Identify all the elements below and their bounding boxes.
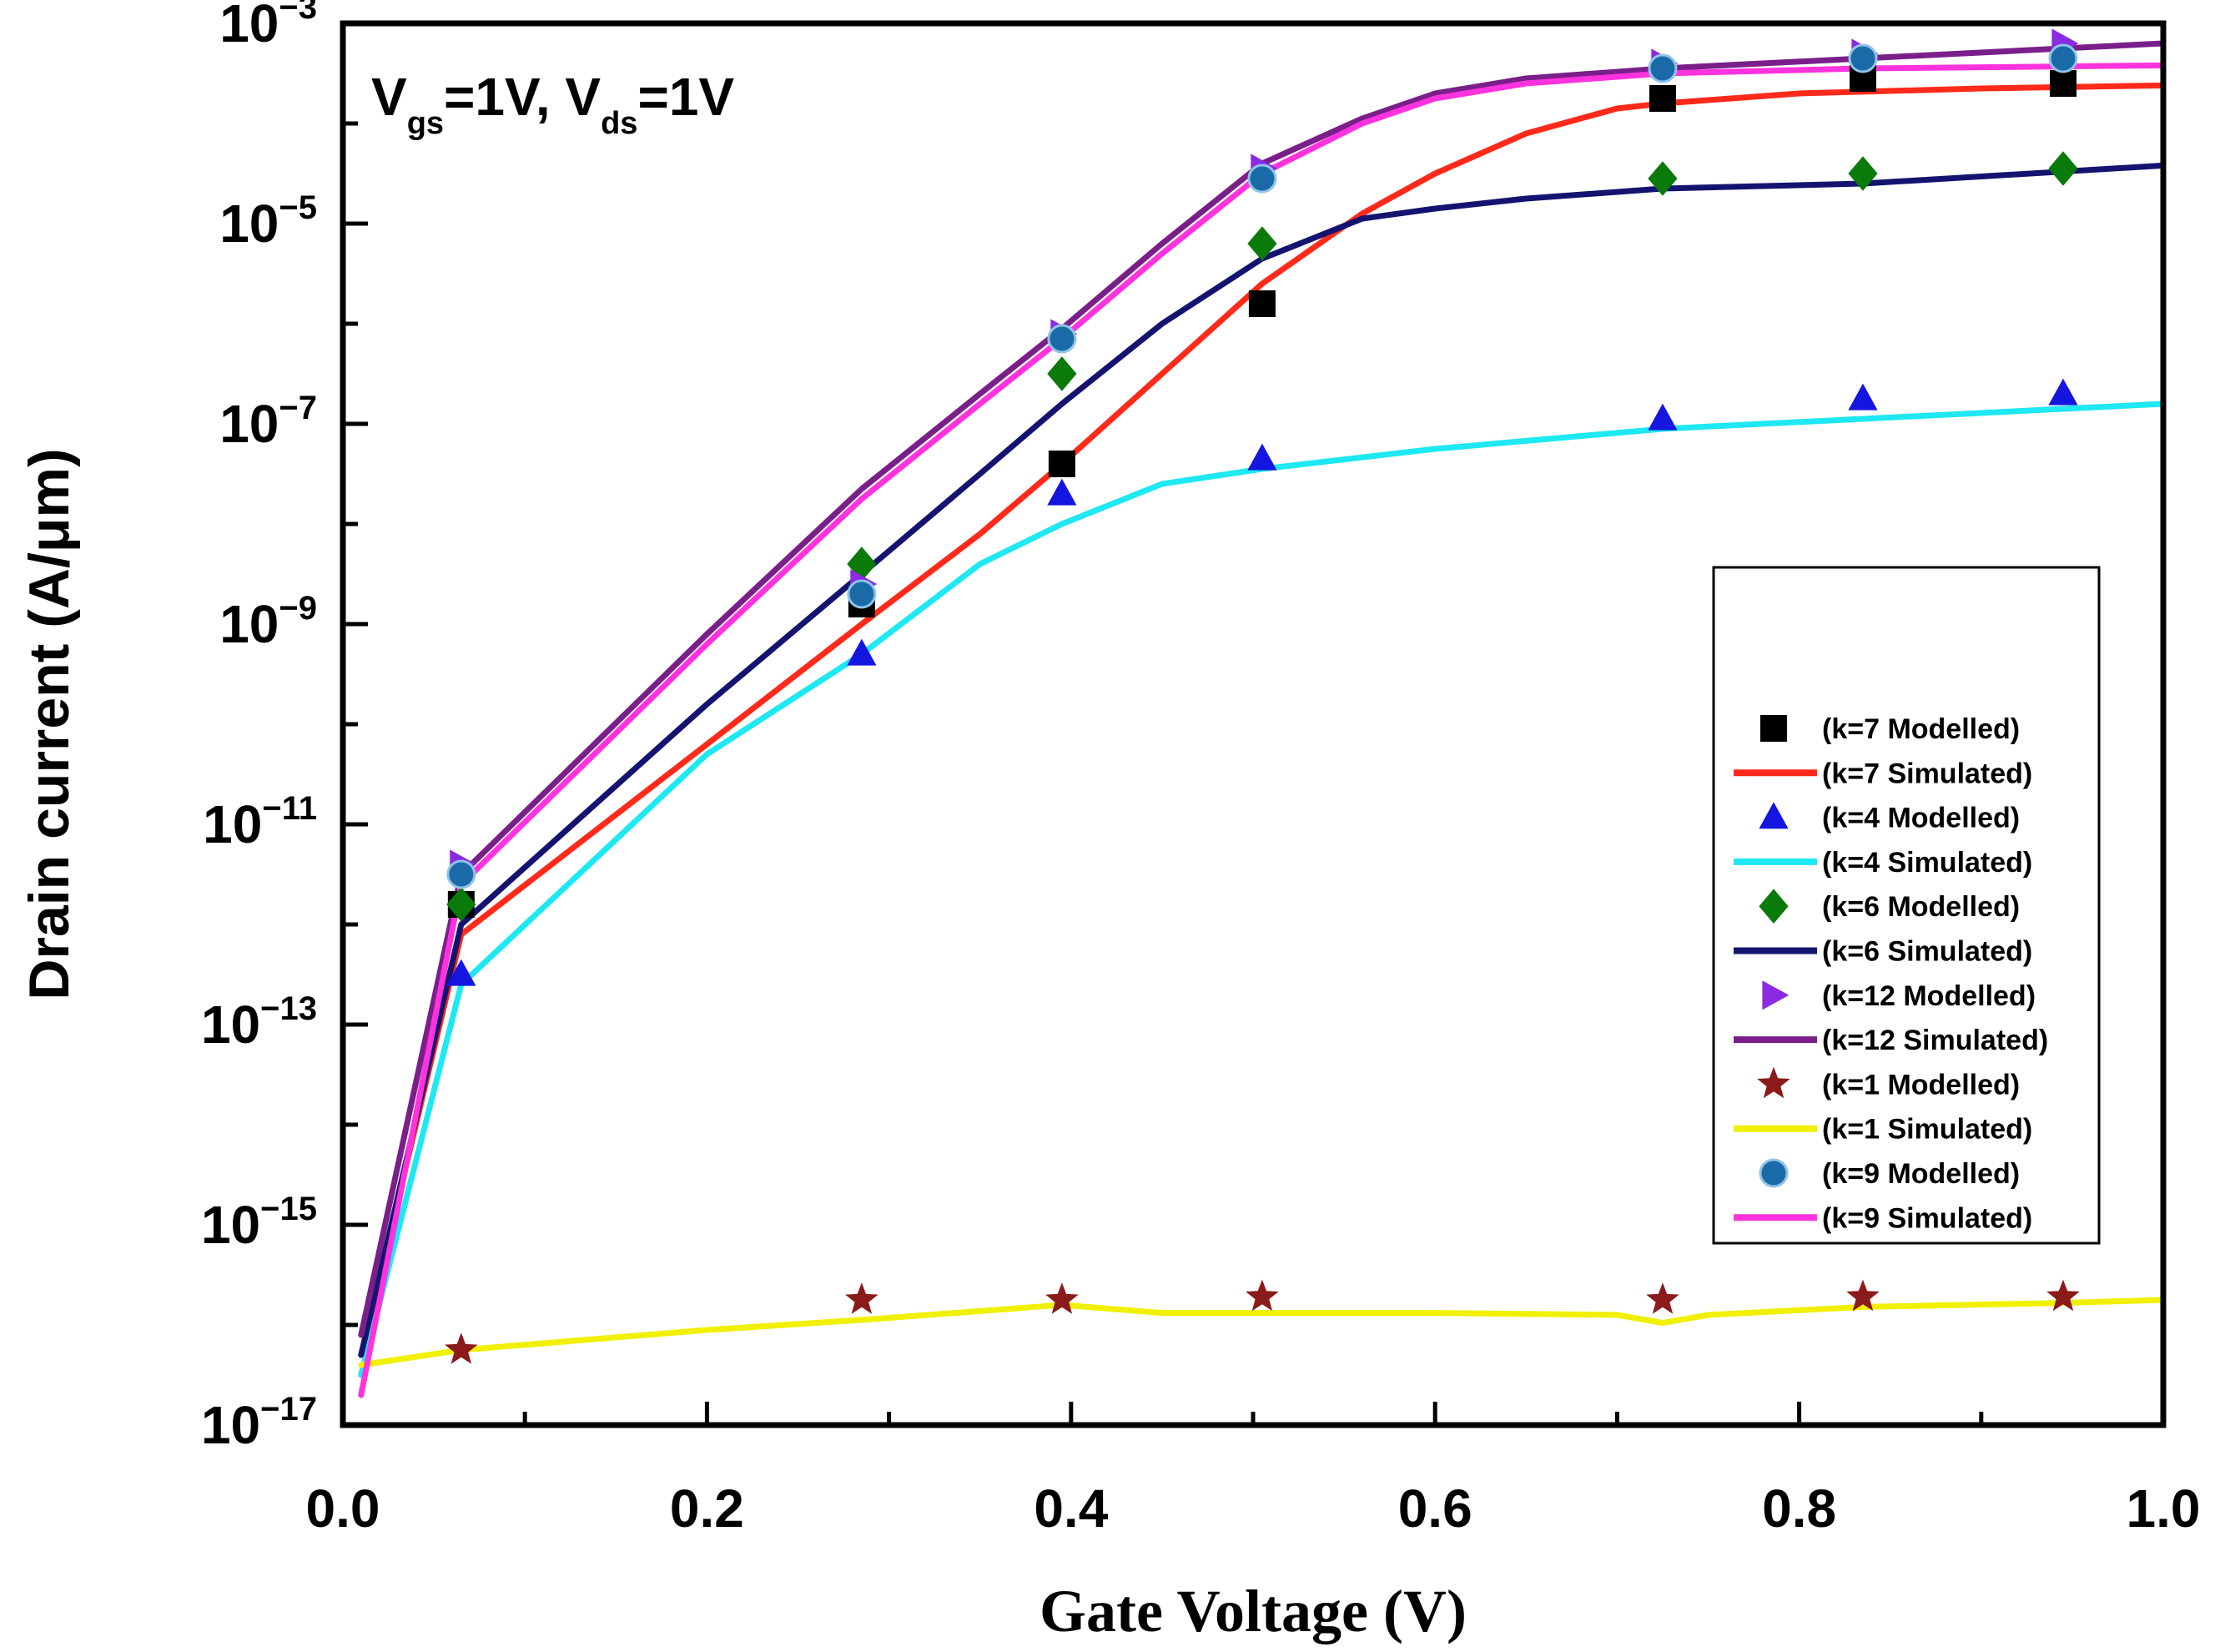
legend-label: (k=4 Simulated) [1822,847,2032,879]
legend-marker-swatch [1757,1066,1790,1099]
legend-label: (k=4 Modelled) [1822,803,2020,834]
data-point-k7-modelled [1248,290,1276,317]
legend-marker-swatch [1759,1158,1789,1188]
data-point-k1-modelled [845,1282,878,1314]
legend-item: (k=12 Simulated) [1734,1025,2048,1056]
legend-marker-swatch [1759,889,1789,924]
legend-marker-swatch [1759,802,1789,829]
legend-item: (k=12 Modelled) [1762,980,2036,1012]
y-tick-label: 10−5 [219,189,317,254]
data-point-k4-modelled [847,638,877,666]
data-point-k7-modelled [1048,451,1075,477]
legend-item: (k=9 Modelled) [1759,1158,2020,1190]
legend-item: (k=4 Modelled) [1759,802,2020,834]
x-tick-label: 0.4 [1034,1478,1108,1539]
simulated-lines [358,40,2167,1398]
legend-label: (k=7 Simulated) [1822,758,2032,789]
data-point-k4-modelled [1848,383,1878,410]
data-point-k1-modelled [445,1332,478,1364]
data-point-k6-modelled [1648,161,1678,196]
series-line-k6-simulated [358,162,2167,1358]
legend-item: (k=1 Simulated) [1734,1114,2032,1146]
legend-item: (k=1 Modelled) [1757,1066,2020,1100]
data-point-k9-modelled [1848,43,1878,73]
legend-label: (k=9 Modelled) [1822,1158,2020,1190]
data-point-k4-modelled [1247,443,1277,471]
x-axis-title: Gate Voltage (V) [1040,1578,1467,1644]
legend-marker-swatch [1760,715,1787,742]
data-point-k9-modelled [1247,164,1277,194]
data-point-k9-modelled [2048,43,2078,73]
data-point-k6-modelled [446,887,476,922]
data-point-k6-modelled [1047,356,1077,391]
legend-label: (k=12 Modelled) [1822,980,2036,1012]
y-tick-label: 10−7 [219,390,317,454]
legend-item: (k=7 Simulated) [1734,758,2032,789]
series-line-k12-simulated [358,40,2167,1338]
series-line-k9-simulated [358,62,2167,1398]
data-point-k1-modelled [1846,1279,1880,1312]
data-point-k1-modelled [1246,1279,1279,1312]
y-tick-label: 10−15 [201,1191,317,1255]
y-axis-title: Drain current (A/μm) [18,448,81,1000]
legend-label: (k=1 Simulated) [1822,1114,2032,1146]
x-tick-label: 0.0 [306,1478,380,1539]
plot-frame [340,20,2167,1428]
series-line-k4-simulated [358,400,2167,1378]
data-point-k4-modelled [2048,378,2078,405]
legend-label: (k=9 Simulated) [1822,1202,2032,1234]
x-tick-label: 0.6 [1398,1478,1472,1539]
data-point-k6-modelled [1247,226,1277,261]
y-tick-label: 10−13 [201,990,317,1055]
legend-item: (k=7 Modelled) [1760,713,2020,745]
legend-label: (k=1 Modelled) [1822,1069,2020,1100]
data-point-k9-modelled [446,859,476,889]
y-tick-label: 10−17 [201,1391,317,1455]
x-tick-label: 0.8 [1762,1478,1836,1539]
series-line-k7-simulated [358,82,2167,1358]
data-point-k1-modelled [1045,1282,1079,1314]
data-point-k6-modelled [2048,151,2078,186]
legend-label: (k=6 Simulated) [1822,936,2032,968]
legend-label: (k=7 Modelled) [1822,713,2020,745]
data-point-k9-modelled [1648,53,1678,83]
data-point-k1-modelled [2046,1279,2080,1312]
data-point-k4-modelled [1648,403,1678,431]
y-tick-label: 10−3 [219,0,317,53]
bias-annotation: Vgs=1V, Vds=1V [371,67,734,141]
series-line-k1-simulated [358,1297,2167,1368]
x-tick-labels: 0.0 0.2 0.4 0.6 0.8 1.0 [306,1478,2201,1539]
legend: (k=7 Modelled) (k=7 Simulated) (k=4 Modell… [1712,566,2101,1245]
legend-item: (k=6 Modelled) [1759,889,2020,924]
data-point-k4-modelled [446,959,476,986]
data-point-k9-modelled [847,579,877,609]
y-tick-labels: 10−3 10−5 10−7 10−9 10−11 10−13 10−15 10−17 [201,0,317,1455]
data-point-k9-modelled [1047,324,1077,354]
legend-marker-swatch [1762,980,1790,1010]
data-point-k1-modelled [1646,1282,1679,1314]
y-tick-label: 10−9 [219,590,317,654]
y-tick-label: 10−11 [203,790,317,854]
legend-item: (k=4 Simulated) [1734,847,2032,879]
legend-label: (k=6 Modelled) [1822,891,2020,923]
x-tick-label: 0.2 [670,1478,744,1539]
legend-item: (k=6 Simulated) [1734,936,2032,968]
legend-item: (k=9 Simulated) [1734,1202,2032,1234]
data-point-k7-modelled [1649,85,1676,112]
legend-label: (k=12 Simulated) [1822,1025,2048,1056]
data-point-k7-modelled [2049,70,2076,97]
modelled-markers [445,28,2080,1364]
data-point-k4-modelled [1047,478,1077,506]
x-tick-label: 1.0 [2127,1478,2201,1539]
data-point-k6-modelled [1848,156,1878,191]
